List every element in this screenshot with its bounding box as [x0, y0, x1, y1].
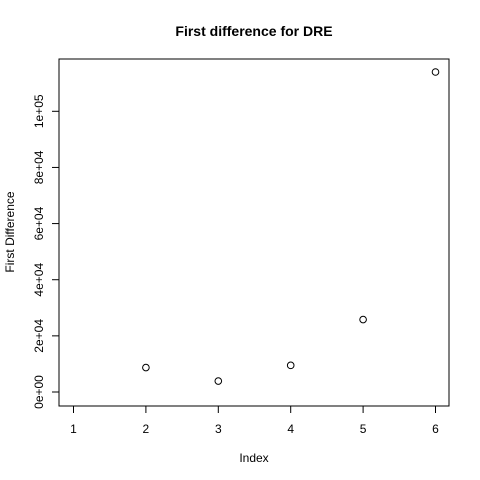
x-axis: 1 2 3 4 5 6 [70, 405, 439, 436]
y-tick-label: 4e+04 [32, 263, 46, 297]
x-tick-label: 1 [70, 422, 77, 436]
x-axis-label: Index [239, 451, 268, 465]
y-axis-label: First Difference [3, 191, 17, 272]
y-tick-label: 6e+04 [32, 206, 46, 240]
y-tick-label: 2e+04 [32, 319, 46, 353]
y-tick-label: 0e+00 [32, 375, 46, 409]
data-points [142, 68, 440, 385]
data-point [142, 363, 150, 372]
data-point [431, 68, 440, 76]
data-point [359, 315, 367, 324]
plot-box [58, 58, 450, 407]
y-tick-label: 8e+04 [32, 150, 46, 184]
x-tick-label: 6 [432, 422, 439, 436]
x-tick-label: 3 [215, 422, 222, 436]
y-axis: 0e+00 2e+04 4e+04 6e+04 8e+04 1e+05 [32, 94, 60, 409]
chart-title: First difference for DRE [175, 23, 332, 39]
x-tick-label: 5 [360, 422, 367, 436]
x-tick-label: 4 [287, 422, 294, 436]
data-point [214, 377, 223, 385]
x-tick-label: 2 [143, 422, 150, 436]
y-tick-label: 1e+05 [32, 94, 46, 128]
data-point [286, 361, 295, 370]
